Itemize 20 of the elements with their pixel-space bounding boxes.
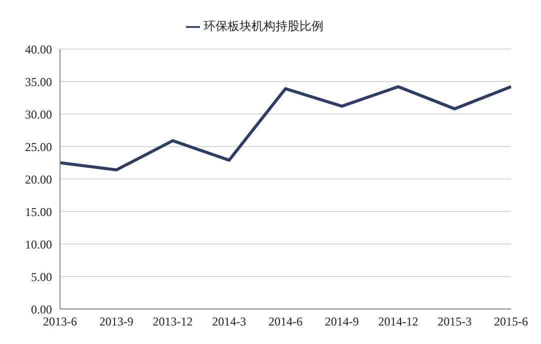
x-tick-label: 2013-12: [152, 314, 193, 329]
legend-label: 环保板块机构持股比例: [204, 19, 324, 33]
y-tick-label: 30.00: [25, 107, 52, 122]
x-tick-label: 2015-3: [438, 314, 472, 329]
x-tick-label: 2015-6: [494, 314, 528, 329]
x-tick-label: 2013-6: [43, 314, 77, 329]
x-tick-label: 2013-9: [99, 314, 134, 329]
line-series: [58, 85, 512, 172]
x-tick-label: 2014-12: [378, 314, 418, 329]
y-tick-label: 5.00: [31, 270, 52, 284]
y-tick-label: 40.00: [25, 42, 52, 56]
x-tick-label: 2014-3: [212, 314, 246, 329]
y-tick-label: 35.00: [25, 74, 52, 89]
y-tick-label: 10.00: [25, 237, 52, 252]
x-tick-label: 2014-9: [324, 314, 359, 329]
y-tick-label: 20.00: [25, 172, 52, 186]
y-tick-label: 25.00: [25, 140, 52, 154]
x-tick-label: 2014-6: [268, 314, 302, 329]
y-tick-label: 0.00: [31, 302, 52, 316]
y-tick-label: 15.00: [25, 204, 52, 219]
